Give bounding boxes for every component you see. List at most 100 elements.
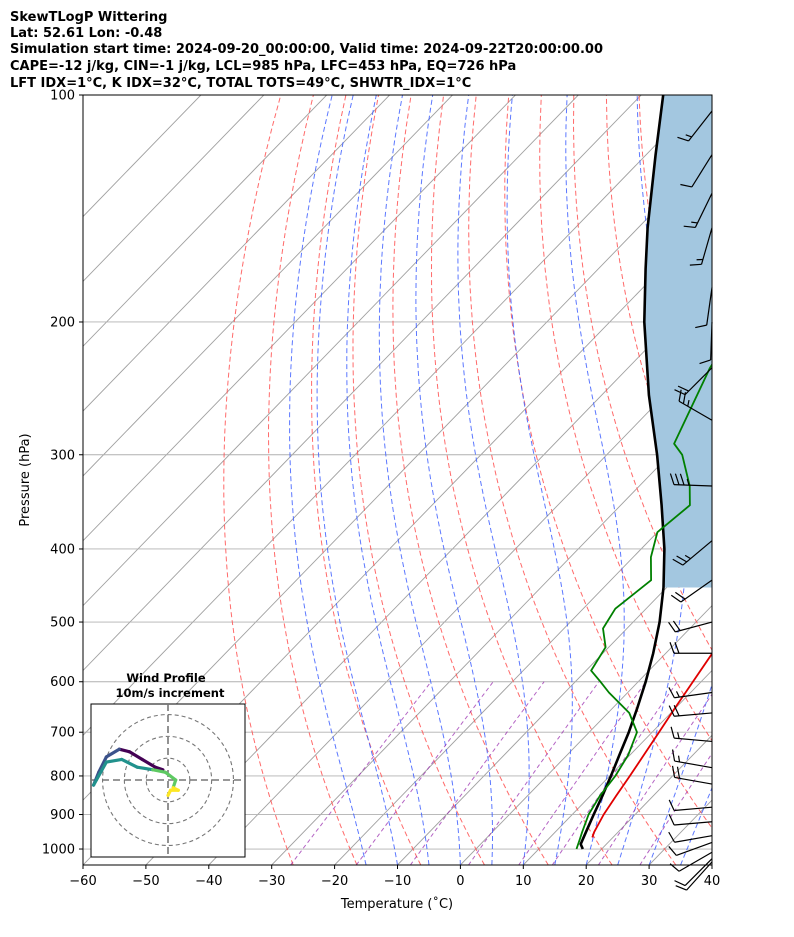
barb-staff [678,851,713,872]
barb-staff [674,737,713,743]
wind-barb [683,193,713,229]
barb-flag [669,642,675,654]
hodograph-trace [91,760,109,787]
barb-staff [674,835,713,843]
barb-flag [680,183,692,188]
x-tick-label: −10 [384,874,411,889]
y-axis-label: Pressure (hPa) [18,433,33,526]
wind-barb [675,861,713,891]
barb-flag [671,749,676,762]
isotherm [145,280,712,865]
barb-staff [706,287,713,326]
hodograph-trace [97,755,109,774]
dry-adiabat [430,95,613,865]
dewpoint-line [575,362,712,850]
isotherm [83,95,453,477]
x-tick-label: −40 [195,874,222,889]
wind-barb [671,749,713,769]
barb-flag [676,766,681,779]
x-tick-label: 30 [641,874,658,889]
hodograph-title: Wind Profile [126,671,206,685]
barb-flag [678,389,682,402]
y-tick-label: 600 [50,675,75,690]
x-tick-label: −20 [321,874,348,889]
barb-staff [684,858,713,886]
moist-adiabat [648,682,712,865]
isotherm [83,95,642,672]
moist-adiabat [457,95,530,865]
wind-barb [669,851,713,872]
barb-flag [668,621,676,633]
x-tick-label: 10 [515,874,532,889]
barb-staff [682,540,713,566]
y-tick-label: 700 [50,726,75,741]
y-tick-label: 900 [50,808,75,823]
barb-flag [668,831,676,843]
moist-adiabat [506,95,573,865]
isotherm [83,95,265,283]
wind-barb [680,154,713,188]
wind-barb [677,110,713,142]
x-tick-label: −30 [258,874,285,889]
hodograph-trace [127,750,144,762]
temperature-line [591,652,712,838]
y-tick-label: 100 [50,89,75,104]
barb-flag [672,620,681,631]
barb-flag [668,814,675,826]
isotherm [271,410,712,865]
wind-barb [674,858,713,887]
x-tick-label: −50 [132,874,159,889]
dry-adiabat [572,95,712,651]
barb-staff [694,193,713,228]
mixing-ratio-line [639,752,712,865]
dry-adiabat [539,95,712,742]
y-tick-label: 200 [50,315,75,330]
moist-adiabat [378,95,461,865]
barb-flag [668,705,675,717]
wind-barb [670,579,713,603]
isotherm [83,95,390,412]
barb-half-flag [686,478,690,486]
y-tick-label: 300 [50,448,75,463]
hodograph-trace [135,765,155,772]
wind-barb [668,704,713,717]
isotherm [83,95,328,347]
y-tick-label: 1000 [42,843,75,858]
dry-adiabat [267,95,358,865]
barb-flag [676,555,688,563]
hodograph-subtitle: 10m/s increment [116,686,225,700]
moist-adiabat [565,95,625,865]
barb-flag [670,594,682,603]
dry-adiabat [352,95,485,865]
isotherm [397,540,712,865]
barb-flag [677,385,689,392]
mixing-ratio-line [355,681,494,865]
header-line-2: Lat: 52.61 Lon: -0.48 [10,26,162,41]
axis-ticks: −60 −50 −40 −30 −20 −10 0 10 20 30 40 1000 900 800 700… [42,89,720,890]
hodograph-trace [163,770,178,782]
cape-area [644,95,712,588]
wind-barb [695,287,713,329]
hodograph-trace [140,757,157,769]
wind-barb [668,620,713,633]
barb-staff [688,110,713,142]
x-tick-label: 20 [578,874,595,889]
wind-barb [668,814,713,826]
isotherm [83,95,516,542]
barb-flag [675,591,686,600]
hodograph [90,703,246,858]
x-tick-label: −60 [69,874,96,889]
barb-flag [674,880,686,887]
dry-adiabat [769,95,794,865]
dry-adiabat [311,95,422,865]
mixing-ratio-line [518,681,647,865]
wind-barb [674,367,713,396]
hodograph-trace [166,788,173,798]
x-axis-label: Temperature (˚C) [340,896,453,912]
wind-barbs [668,110,713,891]
y-tick-label: 400 [50,542,75,557]
barb-half-flag [687,399,690,407]
barb-staff [675,621,713,633]
barb-staff [674,484,713,487]
